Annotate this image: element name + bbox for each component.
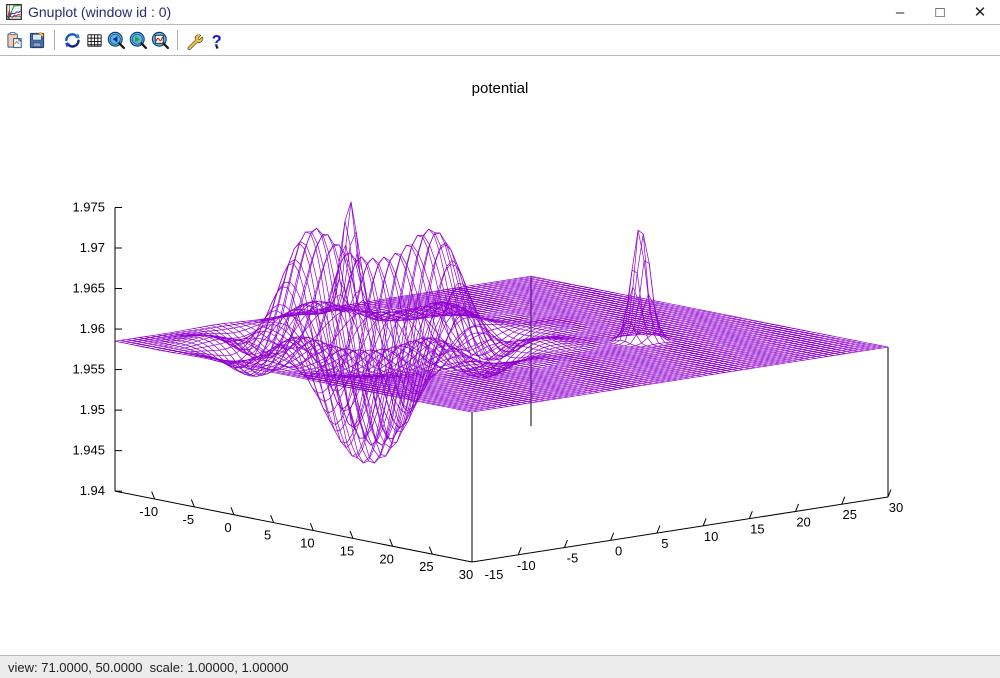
svg-text:-5: -5: [183, 512, 195, 527]
svg-text:20: 20: [379, 551, 393, 566]
svg-text:15: 15: [340, 543, 354, 558]
svg-text:15: 15: [750, 522, 764, 537]
svg-text:1.955: 1.955: [72, 362, 105, 377]
svg-text:30: 30: [889, 500, 903, 515]
svg-text:1.945: 1.945: [72, 443, 105, 458]
svg-text:1.94: 1.94: [80, 483, 105, 498]
svg-text:-15: -15: [485, 567, 504, 582]
svg-text:5: 5: [264, 528, 271, 543]
svg-text:1.96: 1.96: [80, 321, 105, 336]
svg-text:10: 10: [300, 536, 314, 551]
svg-text:5: 5: [661, 536, 668, 551]
svg-text:1.975: 1.975: [72, 199, 105, 214]
svg-text:25: 25: [843, 507, 857, 522]
svg-text:1.95: 1.95: [80, 402, 105, 417]
svg-text:1.965: 1.965: [72, 281, 105, 296]
svg-text:20: 20: [796, 514, 810, 529]
svg-text:-10: -10: [139, 504, 158, 519]
svg-text:-5: -5: [567, 551, 579, 566]
svg-text:25: 25: [419, 559, 433, 574]
svg-text:10: 10: [704, 529, 718, 544]
svg-text:0: 0: [615, 543, 622, 558]
svg-text:0: 0: [224, 520, 231, 535]
svg-text:1.97: 1.97: [80, 240, 105, 255]
svg-text:30: 30: [459, 567, 473, 582]
svg-text:-10: -10: [517, 558, 536, 573]
